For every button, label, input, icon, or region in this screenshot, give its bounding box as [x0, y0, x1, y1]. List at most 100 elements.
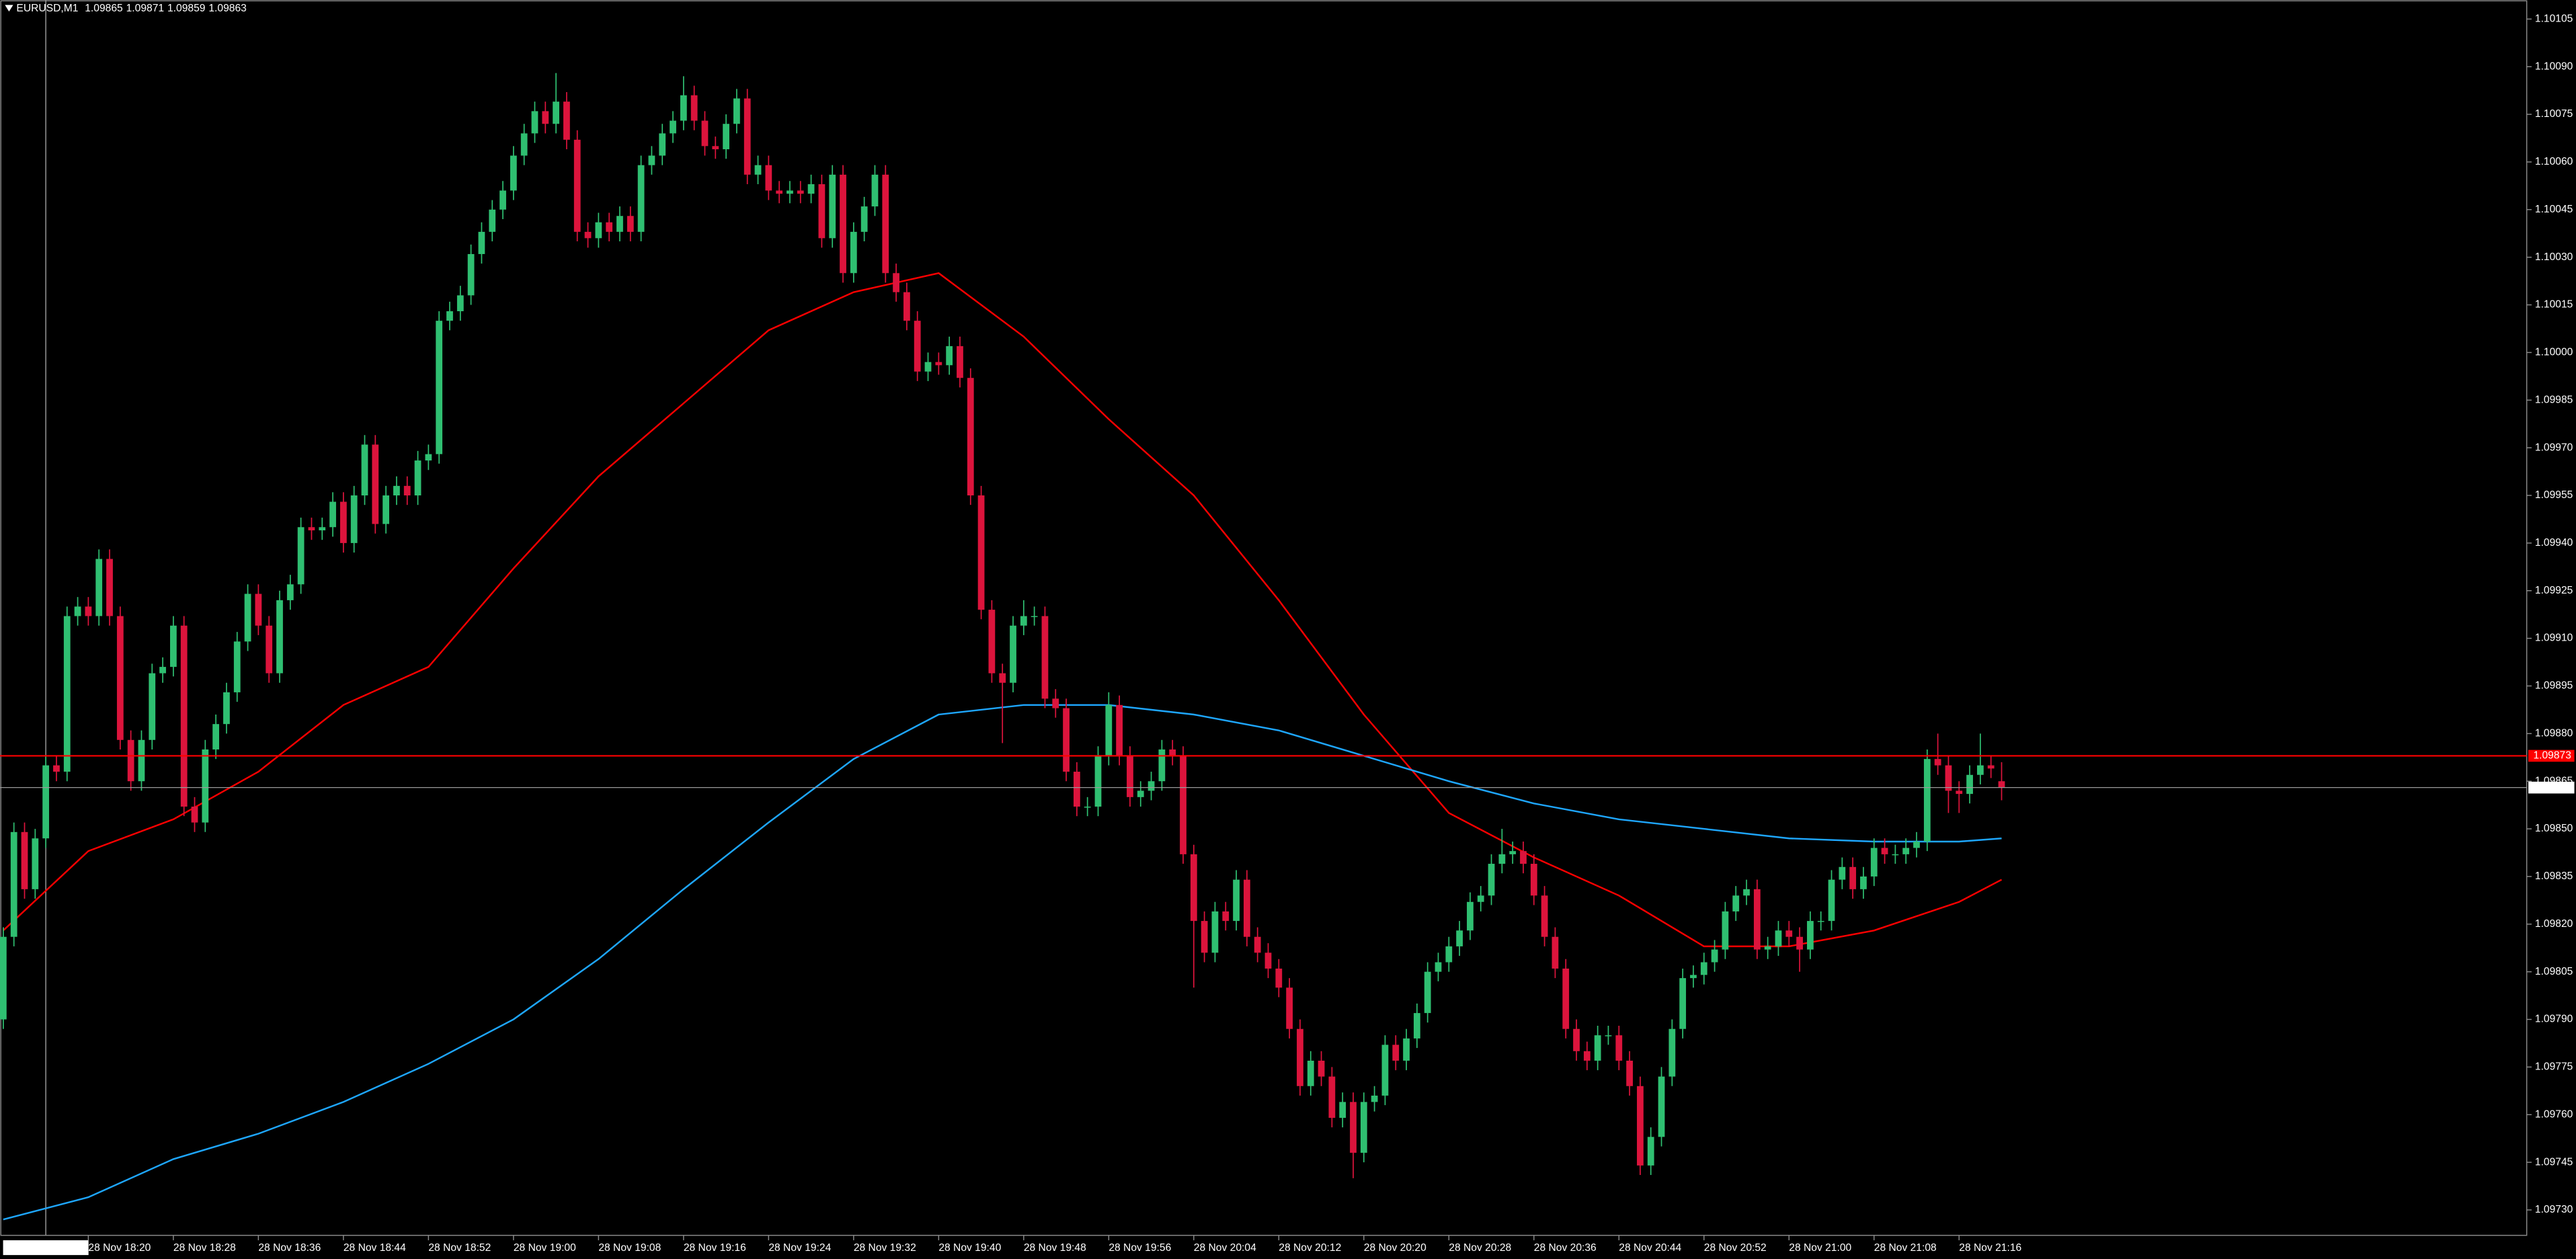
candle-body	[339, 501, 347, 543]
candle-body	[1467, 901, 1474, 931]
candle-body	[1094, 756, 1102, 807]
x-tick-label: 28 Nov 19:48	[1024, 1242, 1086, 1254]
candle-body	[1148, 781, 1155, 791]
candle-body	[169, 625, 177, 667]
candle-body	[743, 98, 751, 175]
candle-body	[1977, 765, 1984, 775]
candle-body	[542, 111, 549, 124]
candle-body	[1605, 1035, 1612, 1037]
candle-body	[1849, 866, 1857, 889]
y-tick-label: 1.10075	[2535, 108, 2573, 120]
candle-body	[361, 444, 368, 496]
candle-body	[1552, 936, 1559, 969]
x-tick-label: 28 Nov 20:28	[1449, 1242, 1511, 1254]
candle-body	[1711, 949, 1718, 963]
x-tick-label: 28 Nov 20:52	[1704, 1242, 1767, 1254]
candle-body	[1923, 759, 1931, 842]
candle-body	[787, 190, 793, 194]
candle-body	[659, 133, 666, 156]
candle-body	[1010, 625, 1016, 683]
y-tick-label: 1.09910	[2535, 633, 2573, 644]
candle-body	[1275, 968, 1283, 988]
candle-body	[616, 216, 623, 232]
candle-body	[116, 616, 124, 740]
ohlc-high: 1.09871	[126, 3, 164, 14]
candle-body	[1594, 1035, 1601, 1061]
candle-body	[1732, 895, 1740, 911]
candle-body	[1775, 930, 1782, 946]
candle-body	[297, 527, 305, 585]
candle-body	[850, 231, 857, 274]
candle-body	[42, 765, 50, 839]
x-tick-label: 28 Nov 20:44	[1619, 1242, 1681, 1254]
y-tick-label: 1.09880	[2535, 727, 2573, 739]
candle-body	[1647, 1137, 1654, 1166]
y-tick-label: 1.09760	[2535, 1108, 2573, 1120]
candle-body	[255, 594, 262, 626]
y-tick-label: 1.09970	[2535, 442, 2573, 453]
y-tick-label: 1.09790	[2535, 1014, 2573, 1025]
candle-body	[499, 190, 506, 210]
ohlc-close: 1.09863	[208, 3, 246, 14]
candle-body	[1243, 879, 1250, 937]
y-tick-label: 1.10045	[2535, 204, 2573, 215]
candle-body	[393, 485, 400, 496]
candle-body	[1413, 1013, 1420, 1039]
candle-body	[202, 749, 209, 823]
candle-body	[350, 495, 358, 543]
candle-body	[957, 346, 963, 378]
candle-body	[21, 831, 28, 889]
y-tick-label: 1.09955	[2535, 489, 2573, 501]
candle-body	[701, 120, 709, 147]
candle-body	[1934, 759, 1941, 766]
candle-body	[1371, 1095, 1378, 1102]
y-tick-label: 1.09820	[2535, 918, 2573, 930]
candle-body	[159, 667, 166, 674]
candle-body	[977, 495, 985, 610]
candle-body	[1105, 704, 1113, 756]
candle-body	[776, 190, 783, 194]
y-tick-label: 1.09850	[2535, 823, 2573, 834]
x-tick-label: 28 Nov 18:20	[88, 1242, 151, 1254]
y-tick-label: 1.10090	[2535, 60, 2573, 72]
candle-body	[1817, 921, 1824, 922]
x-tick-label: 28 Nov 19:32	[854, 1242, 916, 1254]
candle-body	[797, 190, 804, 194]
candle-body	[871, 174, 879, 207]
candle-body	[1892, 854, 1899, 856]
candle-body	[807, 184, 815, 194]
candle-body	[1137, 790, 1144, 797]
candle-body	[1031, 616, 1038, 618]
candle-body	[946, 346, 953, 366]
x-tick-label: 28 Nov 19:56	[1109, 1242, 1171, 1254]
menu-arrow[interactable]	[5, 5, 13, 12]
candle-body	[1764, 946, 1771, 950]
candle-body	[1116, 704, 1123, 756]
candle-body	[1743, 889, 1750, 896]
candle-body	[1690, 975, 1697, 979]
candle-body	[1328, 1076, 1336, 1119]
x-tick-label: 28 Nov 18:52	[428, 1242, 491, 1254]
candle-body	[1998, 781, 2005, 788]
candle-body	[266, 625, 273, 674]
candle-body	[637, 165, 645, 232]
candle-body	[627, 216, 634, 232]
candle-body	[1445, 946, 1453, 963]
candle-body	[0, 936, 7, 1020]
candle-body	[1807, 921, 1814, 950]
ohlc-low: 1.09859	[167, 3, 205, 14]
candle-body	[584, 231, 592, 239]
candle-body	[1839, 866, 1846, 880]
moving-average-line	[3, 704, 2002, 1221]
candle-body	[1615, 1035, 1623, 1061]
candle-body	[489, 209, 496, 232]
candle-body	[860, 206, 868, 232]
candle-body	[53, 765, 60, 772]
y-tick-label: 1.09775	[2535, 1061, 2573, 1073]
candle-body	[149, 673, 156, 740]
candle-body	[670, 120, 676, 134]
candle-body	[510, 155, 517, 191]
candle-body	[212, 724, 220, 749]
candle-body	[1074, 772, 1080, 807]
